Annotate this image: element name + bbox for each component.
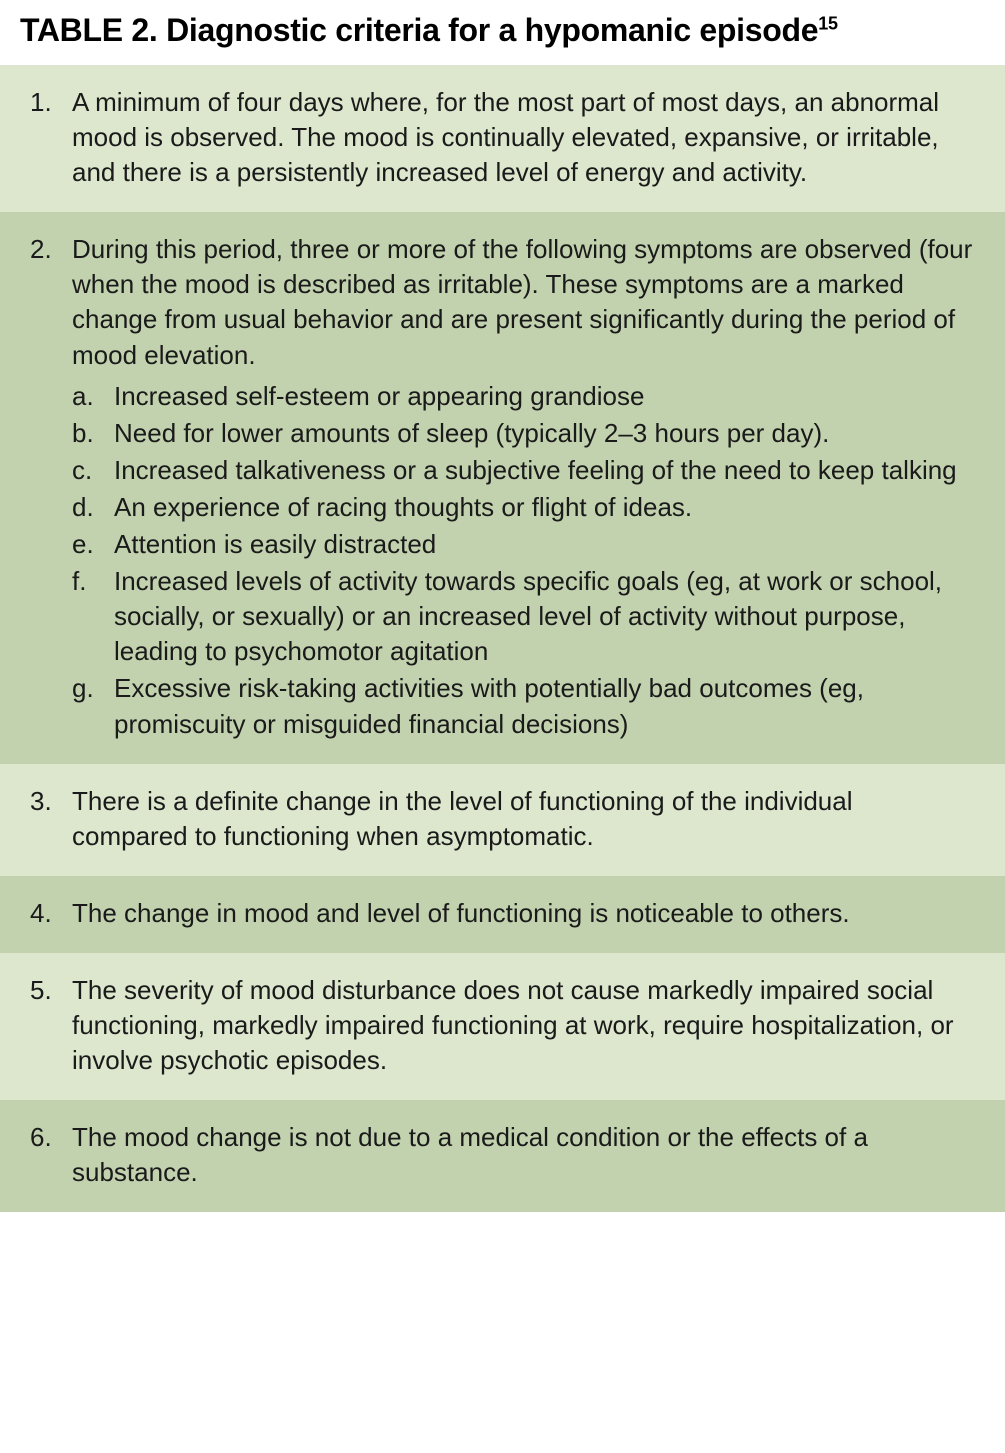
- sub-text: Need for lower amounts of sleep (typical…: [114, 416, 975, 451]
- sub-letter: d.: [72, 490, 114, 525]
- criteria-number: 6.: [30, 1120, 72, 1190]
- criteria-body: A minimum of four days where, for the mo…: [72, 85, 975, 190]
- title-superscript: 15: [818, 13, 837, 33]
- criteria-row: 4.The change in mood and level of functi…: [0, 876, 1005, 953]
- criteria-row: 5.The severity of mood disturbance does …: [0, 953, 1005, 1100]
- criteria-text: There is a definite change in the level …: [72, 784, 975, 854]
- sub-letter: a.: [72, 379, 114, 414]
- criteria-number: 4.: [30, 896, 72, 931]
- sub-item: e.Attention is easily distracted: [72, 527, 975, 562]
- sub-text: Increased talkativeness or a subjective …: [114, 453, 975, 488]
- sub-item: c.Increased talkativeness or a subjectiv…: [72, 453, 975, 488]
- sub-item: g.Excessive risk-taking activities with …: [72, 671, 975, 741]
- criteria-number: 5.: [30, 973, 72, 1078]
- criteria-text: A minimum of four days where, for the mo…: [72, 85, 975, 190]
- criteria-row: 2.During this period, three or more of t…: [0, 212, 1005, 763]
- criteria-number: 3.: [30, 784, 72, 854]
- criteria-body: During this period, three or more of the…: [72, 232, 975, 741]
- sub-text: Attention is easily distracted: [114, 527, 975, 562]
- sub-letter: c.: [72, 453, 114, 488]
- criteria-number: 2.: [30, 232, 72, 741]
- criteria-text: The mood change is not due to a medical …: [72, 1120, 975, 1190]
- criteria-body: There is a definite change in the level …: [72, 784, 975, 854]
- sub-item: d.An experience of racing thoughts or fl…: [72, 490, 975, 525]
- criteria-body: The severity of mood disturbance does no…: [72, 973, 975, 1078]
- sub-text: Increased levels of activity towards spe…: [114, 564, 975, 669]
- criteria-row: 6.The mood change is not due to a medica…: [0, 1100, 1005, 1212]
- criteria-list: 1.A minimum of four days where, for the …: [0, 65, 1005, 1212]
- sub-letter: f.: [72, 564, 114, 669]
- sub-text: Increased self-esteem or appearing grand…: [114, 379, 975, 414]
- criteria-body: The mood change is not due to a medical …: [72, 1120, 975, 1190]
- sub-item: f.Increased levels of activity towards s…: [72, 564, 975, 669]
- sub-letter: b.: [72, 416, 114, 451]
- sub-item: b.Need for lower amounts of sleep (typic…: [72, 416, 975, 451]
- title-prefix: TABLE 2.: [20, 12, 157, 48]
- table-title: TABLE 2. Diagnostic criteria for a hypom…: [0, 0, 1005, 65]
- sub-item: a.Increased self-esteem or appearing gra…: [72, 379, 975, 414]
- diagnostic-table: TABLE 2. Diagnostic criteria for a hypom…: [0, 0, 1005, 1212]
- criteria-row: 3.There is a definite change in the leve…: [0, 764, 1005, 876]
- criteria-text: The severity of mood disturbance does no…: [72, 973, 975, 1078]
- criteria-text: During this period, three or more of the…: [72, 232, 975, 372]
- sub-letter: g.: [72, 671, 114, 741]
- title-text: Diagnostic criteria for a hypomanic epis…: [166, 12, 818, 48]
- sub-text: Excessive risk-taking activities with po…: [114, 671, 975, 741]
- criteria-text: The change in mood and level of function…: [72, 896, 975, 931]
- sub-list: a.Increased self-esteem or appearing gra…: [72, 379, 975, 742]
- criteria-row: 1.A minimum of four days where, for the …: [0, 65, 1005, 212]
- criteria-number: 1.: [30, 85, 72, 190]
- criteria-body: The change in mood and level of function…: [72, 896, 975, 931]
- sub-text: An experience of racing thoughts or flig…: [114, 490, 975, 525]
- sub-letter: e.: [72, 527, 114, 562]
